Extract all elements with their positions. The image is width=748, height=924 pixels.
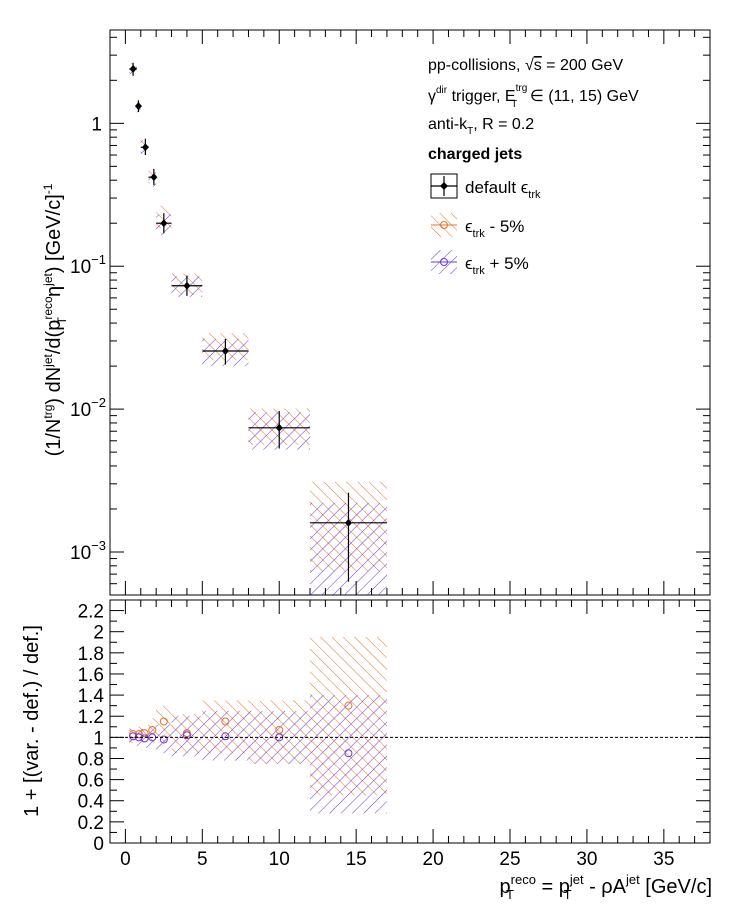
diamond-marker <box>160 219 168 228</box>
data-point-default-4 <box>156 213 172 234</box>
ratio-band-plus5-7 <box>248 710 310 764</box>
lower-y-tick-label: 2 <box>93 623 104 644</box>
data-point-default-5 <box>171 275 203 296</box>
ratio-band-plus5-4 <box>156 724 172 754</box>
upper-y-tick-label: 10−1 <box>70 252 106 278</box>
upper-y-axis-label: (1/Ntrg) dNjet/d(precoTηjet) [GeV/c]-1 <box>41 183 69 456</box>
data-point-default-6 <box>202 338 249 365</box>
annotation-line-charged-jets: charged jets <box>428 146 522 163</box>
data-point-default-1 <box>134 100 142 113</box>
legend-marker-diamond <box>440 182 448 190</box>
ratio-point-plus5-2 <box>140 734 149 743</box>
lower-y-axis-label: 1 + [(var. - def.) / def.] <box>21 625 43 817</box>
upper-y-tick-label: 10−3 <box>70 538 106 564</box>
x-tick-label: 10 <box>269 849 290 870</box>
ratio-point-minus5-4 <box>159 717 168 726</box>
ratio-band-plus5-8 <box>310 695 387 814</box>
annotation-line-algorithm: anti-kT, R = 0.2 <box>428 116 534 137</box>
diamond-marker <box>129 65 137 74</box>
data-point-default-3 <box>148 168 158 186</box>
upper-plot-frame <box>109 29 711 596</box>
diamond-marker <box>150 173 158 182</box>
lower-y-tick-label: 0 <box>93 834 104 855</box>
data-point-default-8 <box>310 492 387 582</box>
lower-y-tick-label: 0.2 <box>78 813 104 834</box>
lower-plot-frame <box>109 599 711 844</box>
x-tick-label: 20 <box>423 849 444 870</box>
x-axis-label: preco T = pjet T - ρAjet [GeV/c] <box>500 872 712 902</box>
diamond-marker <box>183 281 191 290</box>
ratio-band-plus5-2 <box>140 728 149 748</box>
x-tick-label: 15 <box>346 849 367 870</box>
diamond-marker <box>275 423 283 432</box>
lower-y-tick-label: 1.6 <box>78 665 104 686</box>
data-point-default-0 <box>129 62 137 76</box>
ratio-point-minus5-8 <box>344 701 353 710</box>
upper-y-tick-label: 1 <box>91 114 102 135</box>
lower-y-tick-label: 0.8 <box>78 749 104 770</box>
ratio-band-plus5-6 <box>202 710 249 761</box>
legend-entry-default: default ϵtrk <box>430 173 541 201</box>
data-point-default-7 <box>248 410 310 449</box>
ratio-point-minus5-1 <box>134 730 143 739</box>
ratio-point-plus5-8 <box>344 749 353 758</box>
x-tick-label: 35 <box>653 849 674 870</box>
ratio-point-plus5-5 <box>182 731 191 740</box>
svg-text:ϵtrk + 5%: ϵtrk + 5% <box>465 254 529 277</box>
lower-y-tick-label: 0.4 <box>78 792 105 813</box>
upper-y-tick-label: 10−2 <box>70 395 106 421</box>
annotation-block: pp-collisions, √s = 200 GeV γdir trigger… <box>428 57 639 163</box>
diamond-marker <box>141 143 149 152</box>
lower-y-tick-label: 1.2 <box>78 707 104 728</box>
lower-y-tick-label: 0.6 <box>78 771 104 792</box>
data-point-default-2 <box>140 138 149 156</box>
diamond-marker <box>221 347 229 356</box>
lower-y-tick-label: 1 <box>93 728 104 749</box>
x-tick-label: 0 <box>120 849 131 870</box>
legend: default ϵtrk ϵtrk - 5% ϵtrk + 5% <box>430 173 541 277</box>
lower-y-tick-label: 2.2 <box>78 602 104 623</box>
diamond-marker <box>134 102 142 111</box>
svg-text:default ϵtrk: default ϵtrk <box>465 178 541 201</box>
svg-text:ϵtrk - 5%: ϵtrk - 5% <box>465 217 524 240</box>
lower-y-tick-label: 1.4 <box>78 686 105 707</box>
ratio-point-minus5-6 <box>221 717 230 726</box>
ratio-point-plus5-4 <box>159 735 168 744</box>
ratio-point-minus5-5 <box>182 729 191 738</box>
ratio-point-plus5-0 <box>129 732 138 741</box>
ratio-point-minus5-2 <box>140 729 149 738</box>
legend-entry-minus5: ϵtrk - 5% <box>431 213 524 240</box>
diamond-marker <box>344 518 352 527</box>
x-tick-label: 5 <box>197 849 208 870</box>
annotation-line-collisions: pp-collisions, √s = 200 GeV <box>428 57 623 74</box>
legend-entry-plus5: ϵtrk + 5% <box>431 250 529 277</box>
x-tick-label: 30 <box>576 849 597 870</box>
lower-y-tick-label: 1.8 <box>78 644 104 665</box>
annotation-line-trigger: γdir trigger, Etrg T ∈ (11, 15) GeV <box>428 83 639 110</box>
x-tick-label: 25 <box>499 849 520 870</box>
ratio-point-plus5-6 <box>221 732 230 741</box>
